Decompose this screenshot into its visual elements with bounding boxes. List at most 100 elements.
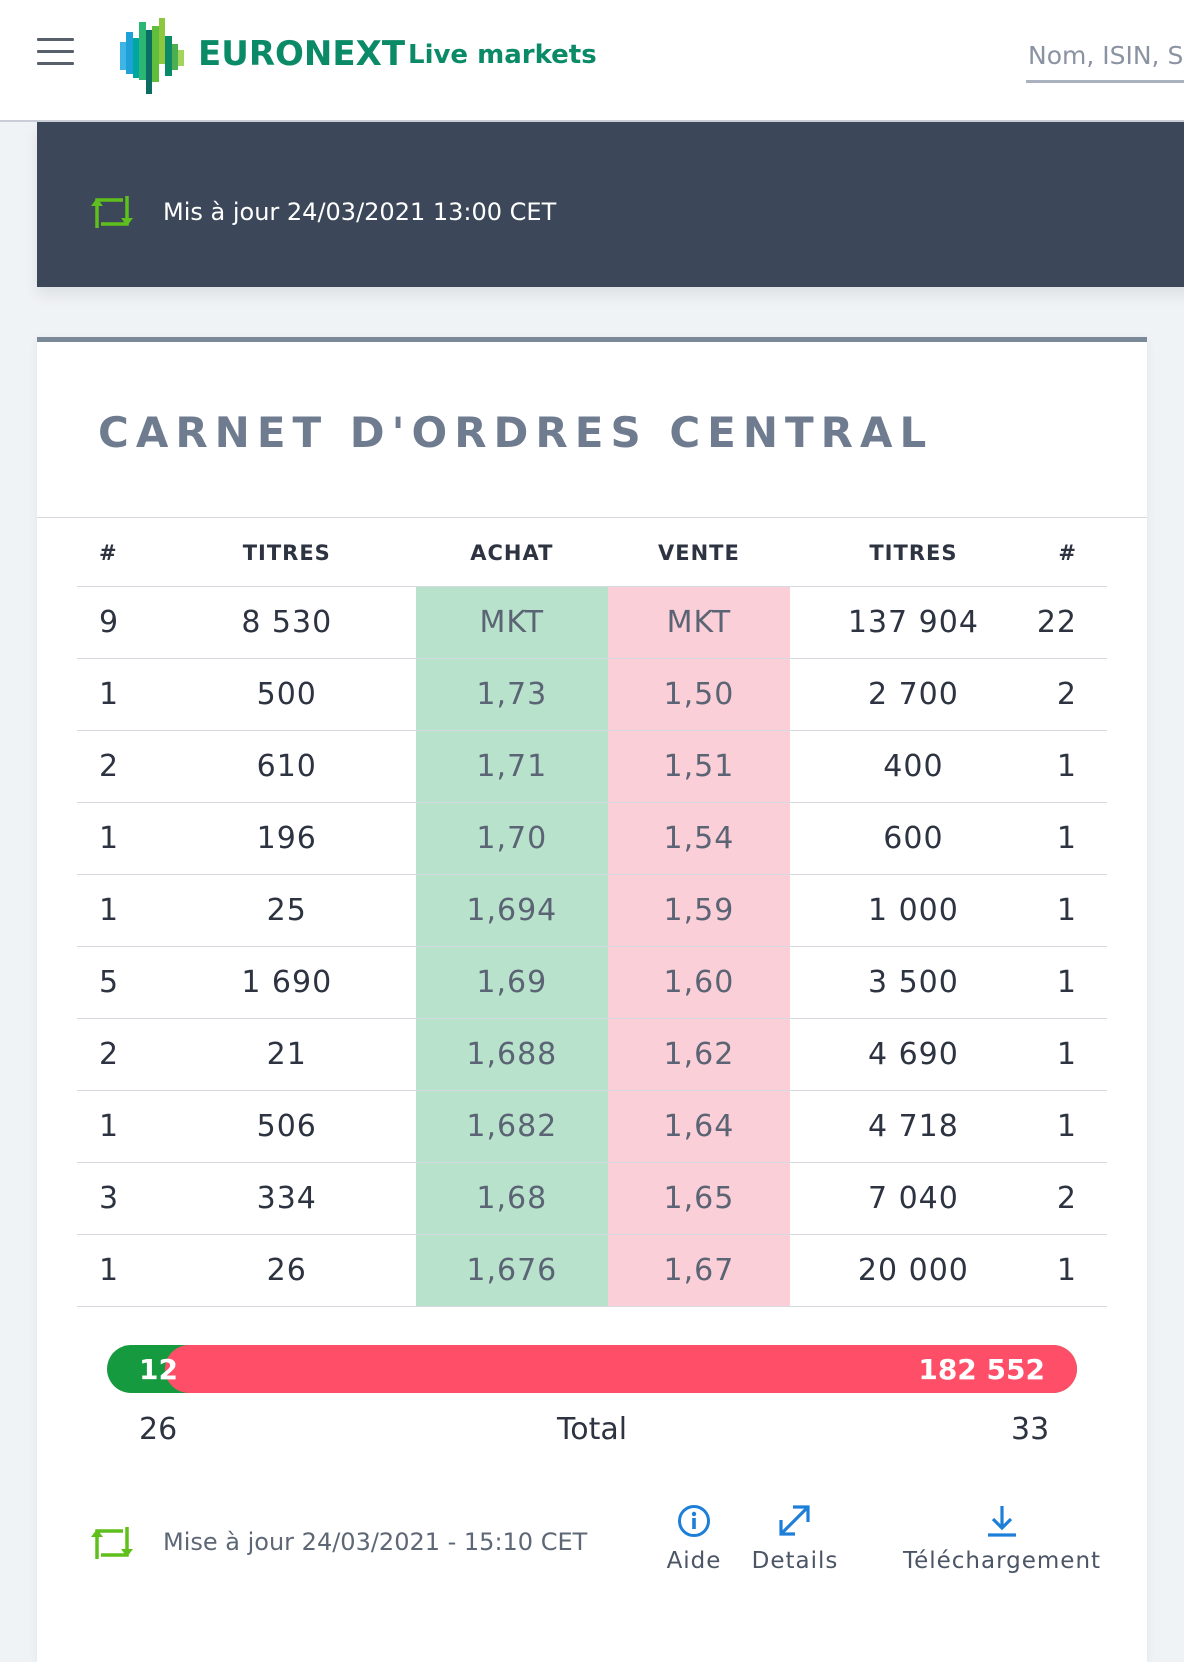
hamburger-menu-icon[interactable] bbox=[37, 38, 74, 66]
sell-quantity: 3 500 bbox=[790, 946, 1037, 1019]
buy-quantity: 26 bbox=[157, 1234, 416, 1307]
bid-price: 1,68 bbox=[415, 1162, 608, 1235]
top-header: EURONEXT Live markets bbox=[0, 0, 1184, 122]
buy-quantity: 8 530 bbox=[157, 586, 416, 659]
title-divider bbox=[37, 517, 1147, 518]
volume-balance-bar: 12 182 552 bbox=[107, 1345, 1077, 1393]
refresh-icon[interactable] bbox=[89, 1523, 135, 1563]
buy-quantity: 506 bbox=[157, 1090, 416, 1163]
sell-quantity: 4 718 bbox=[790, 1090, 1037, 1163]
totals-row: 26 Total 33 bbox=[37, 1412, 1147, 1462]
table-row: 1 500 1,73 1,50 2 700 2 bbox=[77, 658, 1107, 731]
refresh-icon[interactable] bbox=[89, 192, 135, 232]
buy-order-count: 2 bbox=[77, 1018, 158, 1091]
table-row: 2 610 1,71 1,51 400 1 bbox=[77, 730, 1107, 803]
ask-price: MKT bbox=[607, 586, 791, 659]
live-markets-link[interactable]: Live markets bbox=[408, 40, 597, 70]
bid-price: 1,69 bbox=[415, 946, 608, 1019]
ask-price: 1,62 bbox=[607, 1018, 791, 1091]
download-label: Téléchargement bbox=[902, 1548, 1102, 1574]
table-header-row: # TITRES ACHAT VENTE TITRES # bbox=[77, 520, 1107, 587]
download-button[interactable]: Téléchargement bbox=[897, 1504, 1107, 1574]
details-button[interactable]: Details bbox=[747, 1504, 843, 1574]
table-row: 1 196 1,70 1,54 600 1 bbox=[77, 802, 1107, 875]
order-book-title: CARNET D'ORDRES CENTRAL bbox=[98, 408, 934, 457]
sell-order-count: 1 bbox=[1036, 946, 1107, 1019]
table-row: 1 25 1,694 1,59 1 000 1 bbox=[77, 874, 1107, 947]
buy-quantity: 21 bbox=[157, 1018, 416, 1091]
buy-order-count: 1 bbox=[77, 874, 158, 947]
sell-volume-bar bbox=[165, 1345, 1077, 1393]
ask-price: 1,59 bbox=[607, 874, 791, 947]
details-label: Details bbox=[751, 1548, 839, 1574]
sell-volume-value: 182 552 bbox=[918, 1353, 1045, 1386]
sell-order-count: 2 bbox=[1036, 1162, 1107, 1235]
sell-order-count: 22 bbox=[1036, 586, 1107, 659]
ask-price: 1,50 bbox=[607, 658, 791, 731]
sell-quantity: 2 700 bbox=[790, 658, 1037, 731]
buy-order-count: 1 bbox=[77, 802, 158, 875]
col-header-sell-count: # bbox=[1036, 520, 1107, 587]
sell-order-count: 1 bbox=[1036, 802, 1107, 875]
buy-order-count: 1 bbox=[77, 658, 158, 731]
euronext-logo-icon[interactable] bbox=[120, 18, 186, 94]
buy-quantity: 500 bbox=[157, 658, 416, 731]
col-header-buy-qty: TITRES bbox=[157, 520, 416, 587]
buy-order-count: 1 bbox=[77, 1234, 158, 1307]
brand-name[interactable]: EURONEXT bbox=[198, 34, 406, 74]
expand-arrow-icon bbox=[779, 1505, 810, 1536]
col-header-sell-qty: TITRES bbox=[790, 520, 1037, 587]
ask-price: 1,64 bbox=[607, 1090, 791, 1163]
sell-order-count: 1 bbox=[1036, 730, 1107, 803]
bid-price: 1,688 bbox=[415, 1018, 608, 1091]
ask-price: 1,65 bbox=[607, 1162, 791, 1235]
search-input[interactable] bbox=[1026, 30, 1184, 83]
table-row: 1 506 1,682 1,64 4 718 1 bbox=[77, 1090, 1107, 1163]
buy-quantity: 1 690 bbox=[157, 946, 416, 1019]
total-label: Total bbox=[557, 1412, 628, 1447]
ask-price: 1,60 bbox=[607, 946, 791, 1019]
bid-price: MKT bbox=[415, 586, 608, 659]
bid-price: 1,73 bbox=[415, 658, 608, 731]
download-icon bbox=[988, 1506, 1016, 1537]
buy-order-count: 9 bbox=[77, 586, 158, 659]
order-book-card: CARNET D'ORDRES CENTRAL # TITRES ACHAT V… bbox=[37, 337, 1147, 1662]
buy-quantity: 25 bbox=[157, 874, 416, 947]
buy-quantity: 334 bbox=[157, 1162, 416, 1235]
col-header-buy-count: # bbox=[77, 520, 158, 587]
buy-quantity: 610 bbox=[157, 730, 416, 803]
buy-volume-value: 12 bbox=[139, 1353, 178, 1386]
ask-price: 1,54 bbox=[607, 802, 791, 875]
help-button[interactable]: Aide bbox=[649, 1504, 739, 1574]
sell-quantity: 4 690 bbox=[790, 1018, 1037, 1091]
sell-order-count: 1 bbox=[1036, 1234, 1107, 1307]
sell-quantity: 600 bbox=[790, 802, 1037, 875]
bid-price: 1,682 bbox=[415, 1090, 608, 1163]
bid-price: 1,694 bbox=[415, 874, 608, 947]
sell-order-count: 1 bbox=[1036, 874, 1107, 947]
info-icon bbox=[678, 1505, 710, 1537]
total-buy-orders: 26 bbox=[139, 1412, 178, 1447]
col-header-ask: VENTE bbox=[607, 520, 791, 587]
ask-price: 1,67 bbox=[607, 1234, 791, 1307]
sell-quantity: 20 000 bbox=[790, 1234, 1037, 1307]
sell-quantity: 137 904 bbox=[790, 586, 1037, 659]
buy-quantity: 196 bbox=[157, 802, 416, 875]
quote-banner: Mis à jour 24/03/2021 13:00 CET bbox=[37, 122, 1184, 287]
buy-order-count: 1 bbox=[77, 1090, 158, 1163]
ask-price: 1,51 bbox=[607, 730, 791, 803]
bid-price: 1,676 bbox=[415, 1234, 608, 1307]
table-row: 3 334 1,68 1,65 7 040 2 bbox=[77, 1162, 1107, 1235]
banner-updated-text: Mis à jour 24/03/2021 13:00 CET bbox=[163, 198, 557, 226]
buy-order-count: 2 bbox=[77, 730, 158, 803]
table-row: 2 21 1,688 1,62 4 690 1 bbox=[77, 1018, 1107, 1091]
sell-quantity: 1 000 bbox=[790, 874, 1037, 947]
bid-price: 1,70 bbox=[415, 802, 608, 875]
buy-order-count: 3 bbox=[77, 1162, 158, 1235]
sell-quantity: 400 bbox=[790, 730, 1037, 803]
table-row: 1 26 1,676 1,67 20 000 1 bbox=[77, 1234, 1107, 1307]
